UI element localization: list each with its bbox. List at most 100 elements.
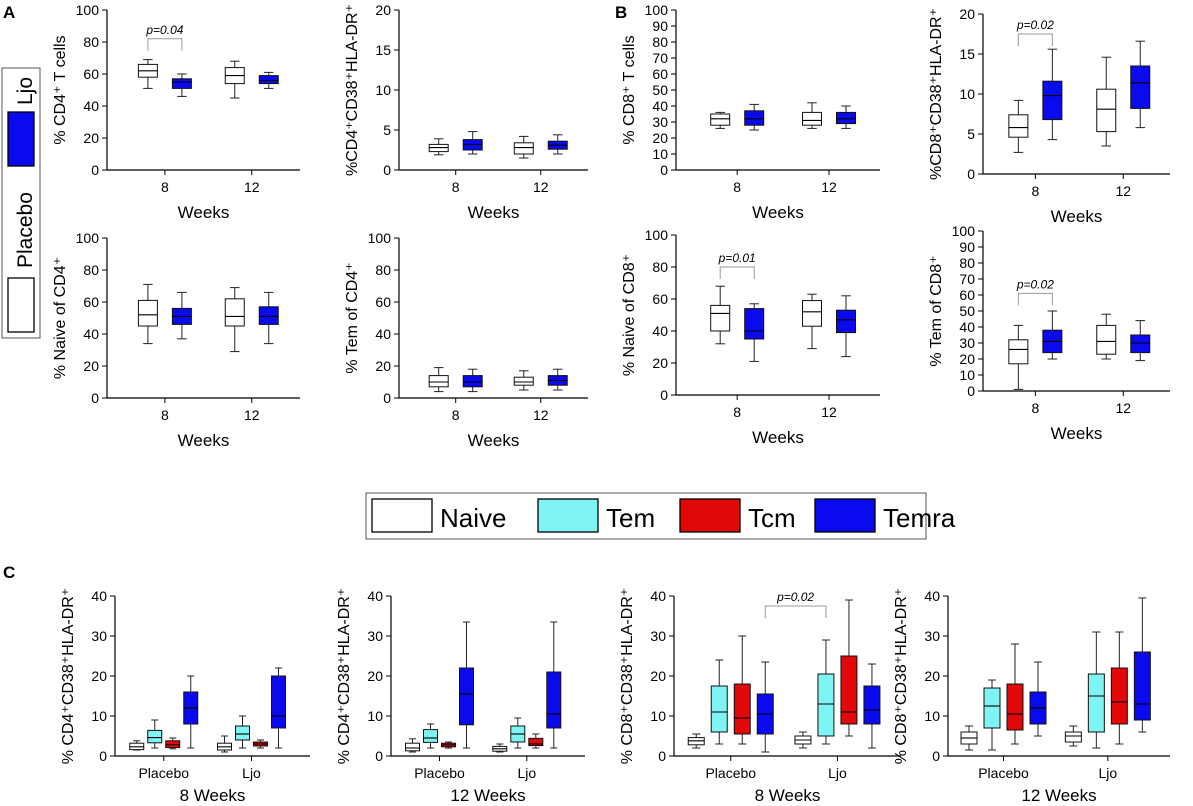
box-body [528,737,544,747]
y-tick-label: 20 [91,668,107,684]
x-axis-title: Weeks [468,431,520,450]
x-tick-label: 8 [1031,400,1039,416]
y-tick-label: 0 [932,748,940,764]
box-body [171,78,192,89]
x-axis-title: Weeks [1051,424,1103,443]
box-placebo-12 [513,370,534,391]
box-naive-placebo [960,725,978,751]
y-tick-label: 30 [367,628,383,644]
box-body [840,655,858,725]
y-tick-label: 20 [83,358,99,374]
box-placebo-8 [710,285,731,345]
x-tick-label: 12 [533,407,549,423]
y-tick-label: 70 [959,271,975,287]
box-body [1130,65,1151,109]
y-tick-label: 90 [652,18,668,34]
box-naive-ljo [1064,725,1082,747]
box-body [1096,88,1117,133]
box-placebo-8 [428,138,449,156]
box-placebo-8 [1008,99,1029,153]
y-tick-label: 30 [652,114,668,130]
box-temra-ljo [271,667,286,749]
chart-a1: 0 20 40 60 80 100 8 12 Weeks % CD4⁺ T cells p=0.04 [52,2,300,222]
legend-swatch-placebo [7,277,35,333]
significance-bracket [147,38,183,51]
box-placebo-12 [1096,56,1117,147]
legend-label-ljo: Ljo [14,77,37,105]
box-placebo-12 [224,60,245,99]
x-axis-title: 8 Weeks [755,786,821,805]
box-ljo-12 [258,291,279,345]
box-tem-ljo [235,715,250,749]
x-tick-label: Placebo [138,765,189,781]
chart-b2: 0 5 10 15 20 8 12 Weeks %CD8⁺CD38⁺HLA-DR⁺ p=0.02 [928,6,1170,226]
y-tick-label: 10 [91,708,107,724]
y-tick-label: 50 [652,82,668,98]
y-tick-label: 100 [76,230,100,246]
x-tick-label: 12 [1115,400,1131,416]
box-placebo-12 [513,135,534,159]
chart-c2: 0 10 20 30 40 Placebo Ljo 12 Weeks % CD4⁺CD38⁺HL… [336,588,585,805]
y-tick-label: 20 [959,6,975,22]
y-tick-label: 10 [652,146,668,162]
y-tick-label: 0 [383,162,391,178]
box-body [1130,334,1151,354]
box-placebo-8 [137,59,158,89]
box-body [802,300,822,327]
box-body [802,111,822,126]
x-tick-label: 12 [244,407,260,423]
legend-subsets: Naive Tem Tcm Temra [365,492,956,540]
y-tick-label: 0 [375,748,383,764]
y-axis-title: % Naive of CD4⁺ [52,257,69,379]
box-body [137,299,158,327]
legend-swatch-naive [371,498,433,533]
y-tick-label: 0 [383,390,391,406]
y-tick-label: 0 [660,387,668,403]
box-body [1110,667,1128,725]
box-placebo-8 [428,367,449,393]
box-placebo-8 [137,283,158,345]
x-tick-label: 12 [821,179,837,195]
box-temra-ljo [546,621,562,749]
panel-label-b: B [615,3,627,22]
y-axis-title: %CD4⁺CD38⁺HLA-DR⁺ [344,4,361,176]
box-body [235,725,250,741]
y-tick-label: 80 [652,34,668,50]
y-tick-label: 20 [83,130,99,146]
box-tcm-ljo [1110,631,1128,745]
box-body [513,142,534,155]
x-tick-label: 12 [533,179,549,195]
y-tick-label: 10 [375,82,391,98]
y-tick-label: 60 [83,294,99,310]
y-tick-label: 100 [76,2,100,18]
y-tick-label: 40 [924,588,940,604]
box-body [1133,651,1151,721]
panel-label-c: C [3,563,15,582]
box-body [1087,673,1105,733]
box-body [1042,80,1063,121]
y-tick-label: 80 [375,262,391,278]
y-axis-title: % CD8⁺CD38⁺HLA-DR⁺ [893,588,910,764]
box-temra-placebo [756,661,774,753]
box-naive-placebo [129,740,145,751]
chart-a4: 0 20 40 60 80 100 8 12 Weeks % Tem of CD4⁺ [344,230,588,450]
box-body [983,687,1001,729]
y-axis-title: % CD8⁺ T cells [621,35,638,144]
y-tick-label: 10 [959,367,975,383]
x-axis-title: Weeks [752,428,804,447]
y-tick-label: 60 [375,294,391,310]
y-tick-label: 100 [645,227,669,243]
legend-label-placebo: Placebo [14,192,37,268]
x-tick-label: Placebo [978,765,1029,781]
y-axis-title: % CD8⁺CD38⁺HLA-DR⁺ [619,588,636,764]
y-axis-title: % CD4⁺CD38⁺HLA-DR⁺ [60,588,77,764]
legend-swatch-tcm [679,498,741,533]
y-tick-label: 100 [368,230,392,246]
y-tick-label: 100 [645,2,669,18]
y-tick-label: 10 [650,708,666,724]
x-tick-label: 8 [733,404,741,420]
x-tick-label: 8 [161,407,169,423]
